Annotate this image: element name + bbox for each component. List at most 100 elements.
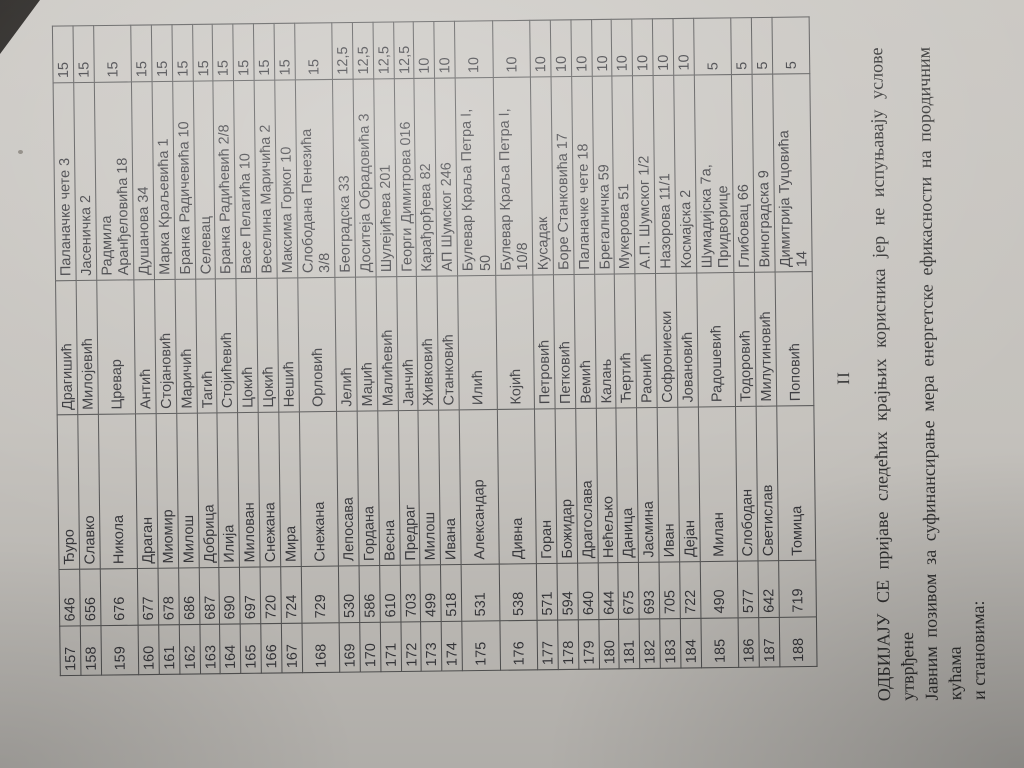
cell-id: 640 [577, 562, 599, 620]
cell-first-name: Милош [176, 413, 199, 568]
cell-last-name: Којић [495, 274, 535, 410]
cell-address: Назорова 11/1 [653, 75, 676, 274]
cell-first-name: Светислав [756, 406, 779, 561]
cell-id: 656 [79, 568, 101, 626]
cell-rownum: 178 [557, 619, 579, 670]
cell-address: Виноградска 9 [751, 74, 775, 273]
cell-address: Георги Димитрова 016 [393, 78, 417, 277]
cell-last-name: Антић [134, 279, 157, 414]
cell-rownum: 157 [59, 625, 81, 676]
cell-id: 722 [679, 561, 701, 619]
cell-first-name: Миомир [156, 413, 179, 569]
cell-last-name: Калањ [594, 273, 617, 409]
cell-last-name: Живковић [416, 276, 439, 411]
cell-address: Паланачке чете 18 [571, 76, 595, 275]
cell-address: Бранка Радичевића 10 [172, 81, 196, 280]
cell-points: 15 [294, 22, 333, 80]
cell-first-name: Ивана [438, 409, 462, 565]
cell-points: 10 [433, 21, 456, 79]
cell-rownum: 158 [80, 625, 102, 676]
cell-first-name: Слободан [735, 406, 758, 562]
cell-points: 15 [171, 24, 193, 82]
cell-points: 5 [771, 16, 811, 75]
cell-first-name: Милован [237, 412, 261, 568]
cell-last-name: Вемић [573, 274, 596, 409]
cell-first-name: Нећељко [595, 407, 619, 563]
cell-first-name: Добрица [196, 412, 220, 568]
cell-address: Булевар Краља Петра I, 10/8 [492, 77, 533, 276]
cell-first-name: Јасмина [636, 407, 659, 563]
applicants-table: 157 646 Ђуро Драгишић Паланачке чете 3 15 158 6… [52, 16, 818, 676]
cell-rownum: 180 [598, 619, 620, 670]
cell-id: 586 [358, 565, 381, 623]
cell-rownum: 161 [158, 624, 180, 675]
cell-points: 15 [232, 23, 255, 81]
cell-first-name: Дивна [496, 408, 537, 565]
cell-last-name: Поповић [774, 271, 815, 407]
cell-address: Београдска 33 [332, 79, 356, 278]
cell-points: 15 [130, 24, 153, 82]
cell-rownum: 171 [380, 621, 402, 672]
cell-address: АП Шумског 246 [434, 77, 458, 277]
cell-last-name: Јовановић [675, 272, 698, 408]
cell-rownum: 160 [138, 624, 160, 675]
cell-points: 15 [273, 23, 295, 81]
cell-rownum: 167 [281, 623, 303, 673]
cell-last-name: Маричић [174, 279, 197, 414]
cell-first-name: Ђуро [57, 414, 80, 570]
cell-last-name: Малићевић [375, 276, 398, 411]
cell-id: 490 [699, 561, 739, 619]
cell-first-name: Предраг [397, 410, 421, 566]
cell-id: 676 [99, 568, 139, 626]
cell-address: Слободана Пенезића 3/8 [294, 79, 336, 278]
cell-id: 687 [198, 567, 220, 625]
cell-last-name: Радошевић [696, 272, 736, 407]
cell-address: Шулејићева 201 [373, 78, 397, 277]
cell-id: 642 [757, 560, 780, 618]
cell-id: 705 [658, 561, 681, 619]
cell-rownum: 168 [301, 622, 340, 673]
cell-rownum: 186 [738, 617, 760, 668]
cell-first-name: Горан [534, 408, 557, 564]
cell-last-name: Петковић [553, 274, 576, 409]
cell-rownum: 185 [700, 617, 739, 668]
cell-rownum: 183 [659, 618, 681, 669]
cell-points: 10 [631, 18, 654, 76]
cell-last-name: Милутиновић [754, 272, 777, 407]
cell-points: 12,5 [393, 21, 415, 79]
cell-points: 10 [611, 19, 633, 77]
paragraph-line: Јавним позивом за суфинансирање мера ене… [913, 46, 966, 701]
cell-first-name: Божидар [555, 408, 578, 564]
cell-first-name: Иван [657, 407, 680, 563]
cell-first-name: Славко [77, 414, 100, 570]
cell-address: Паланачке чете 3 [53, 82, 76, 281]
cell-last-name: Јанчић [396, 276, 419, 411]
cell-last-name: Софрониески [655, 273, 678, 408]
cell-address: Боре Станковића 17 [550, 76, 574, 275]
cell-id: 577 [737, 560, 759, 618]
cell-rownum: 169 [339, 622, 361, 673]
cell-last-name: Маџић [355, 276, 378, 412]
cell-address: Булевар Краља Петра I, 50 [455, 77, 496, 276]
cell-first-name: Снежана [258, 412, 281, 568]
cell-address: Васе Пелагића 10 [233, 80, 257, 279]
cell-last-name: Јелић [335, 277, 358, 412]
cell-points: 10 [672, 18, 694, 76]
cell-address: Кусадак [530, 76, 554, 275]
cell-last-name: Станковић [437, 275, 460, 411]
cell-points: 5 [730, 17, 752, 75]
cell-rownum: 187 [758, 617, 780, 668]
cell-id: 720 [260, 566, 282, 624]
cell-rownum: 176 [499, 620, 538, 671]
cell-id: 729 [300, 566, 340, 624]
cell-address: Душанова 34 [131, 81, 155, 280]
cell-id: 690 [219, 567, 241, 625]
cell-id: 644 [597, 562, 619, 620]
cell-last-name: Илић [457, 275, 497, 410]
cell-points: 12,5 [372, 21, 394, 79]
cell-id: 703 [399, 565, 421, 622]
cell-rownum: 175 [461, 620, 501, 671]
cell-last-name: Ћертић [614, 273, 637, 408]
cell-address: Димитрија Туцовића 14 [772, 73, 813, 273]
